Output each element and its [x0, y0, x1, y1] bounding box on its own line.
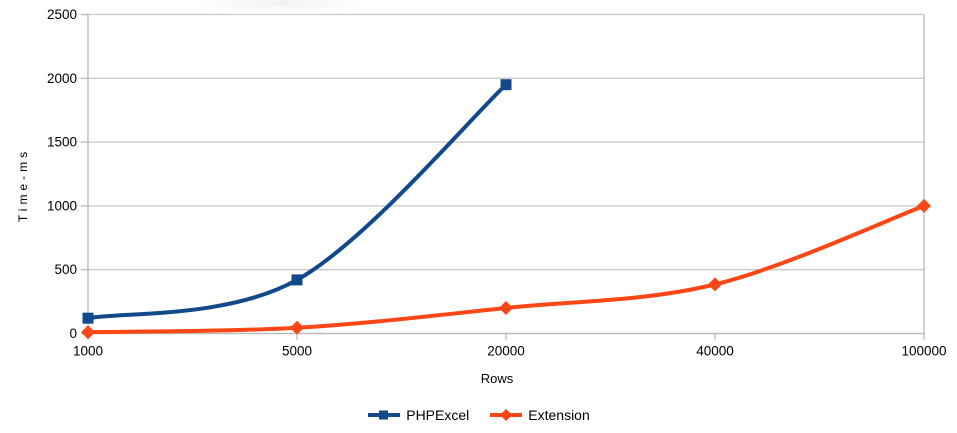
- y-axis-title: Time-ms: [16, 147, 30, 223]
- y-tick-label: 500: [54, 262, 77, 277]
- data-point-marker-extension: [708, 277, 722, 292]
- x-axis-title: Rows: [480, 371, 514, 386]
- legend: PHPExcel Extension: [0, 407, 957, 423]
- y-tick-label: 2000: [47, 71, 77, 86]
- data-point-marker-extension: [81, 325, 95, 340]
- x-tick-label: 100000: [901, 344, 946, 359]
- legend-item-extension: Extension: [489, 407, 590, 423]
- series-line-phpexcel: [86, 82, 508, 321]
- series-lines: [86, 82, 926, 335]
- legend-item-label: PHPExcel: [406, 407, 470, 423]
- y-tick-label: 1000: [47, 198, 77, 213]
- x-tick-label: 40000: [696, 344, 734, 359]
- legend-item-label: Extension: [528, 407, 590, 423]
- y-tick-label: 0: [69, 326, 77, 341]
- data-point-markers: [81, 79, 931, 340]
- legend-item-phpexcel: PHPExcel: [367, 407, 469, 423]
- y-tick-label: 2500: [47, 7, 77, 22]
- gridlines: [88, 13, 924, 335]
- x-tick-label: 20000: [487, 344, 525, 359]
- tick-labels: 0 500 1000 1500 2000 2500 1000 5000 20000 40000 10…: [47, 7, 947, 359]
- y-tick-label: 1500: [47, 135, 77, 150]
- legend-square-marker-icon: [368, 410, 401, 420]
- axes: [81, 13, 925, 340]
- x-tick-label: 1000: [73, 344, 103, 359]
- data-point-marker-extension: [499, 300, 513, 315]
- data-point-marker-phpexcel: [291, 274, 303, 286]
- data-point-marker-phpexcel: [500, 79, 512, 91]
- data-point-marker-extension: [290, 320, 304, 335]
- legend-diamond-marker-icon: [490, 409, 523, 421]
- data-point-marker-extension: [917, 198, 931, 213]
- x-tick-label: 5000: [282, 344, 312, 359]
- data-point-marker-phpexcel: [82, 312, 94, 324]
